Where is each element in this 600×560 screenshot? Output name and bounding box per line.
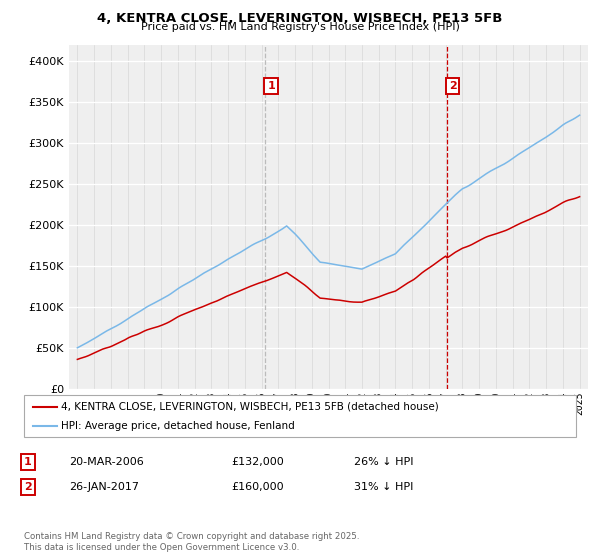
- Text: £160,000: £160,000: [231, 482, 284, 492]
- Text: 4, KENTRA CLOSE, LEVERINGTON, WISBECH, PE13 5FB (detached house): 4, KENTRA CLOSE, LEVERINGTON, WISBECH, P…: [61, 402, 439, 412]
- Text: HPI: Average price, detached house, Fenland: HPI: Average price, detached house, Fenl…: [61, 421, 295, 431]
- Text: 1: 1: [24, 457, 32, 467]
- Text: Price paid vs. HM Land Registry's House Price Index (HPI): Price paid vs. HM Land Registry's House …: [140, 22, 460, 32]
- Text: 1: 1: [267, 81, 275, 91]
- Text: 26% ↓ HPI: 26% ↓ HPI: [354, 457, 413, 467]
- Text: 20-MAR-2006: 20-MAR-2006: [69, 457, 144, 467]
- Text: 26-JAN-2017: 26-JAN-2017: [69, 482, 139, 492]
- Text: Contains HM Land Registry data © Crown copyright and database right 2025.
This d: Contains HM Land Registry data © Crown c…: [24, 532, 359, 552]
- Text: £132,000: £132,000: [231, 457, 284, 467]
- Text: 4, KENTRA CLOSE, LEVERINGTON, WISBECH, PE13 5FB: 4, KENTRA CLOSE, LEVERINGTON, WISBECH, P…: [97, 12, 503, 25]
- Text: 2: 2: [449, 81, 457, 91]
- Text: 31% ↓ HPI: 31% ↓ HPI: [354, 482, 413, 492]
- Text: 2: 2: [24, 482, 32, 492]
